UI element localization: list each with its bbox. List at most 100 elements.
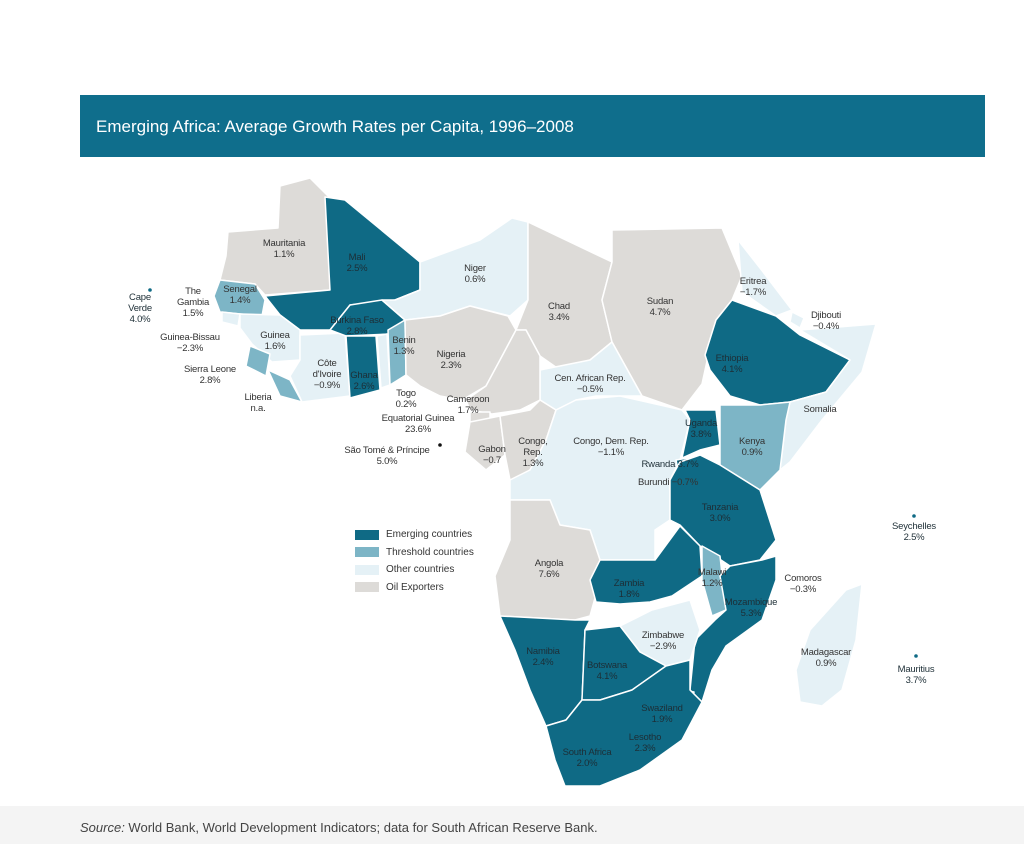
label-swaziland: Swaziland 1.9% [641, 703, 683, 725]
country-name: Ethiopia [715, 353, 749, 364]
growth-value: 1.5% [182, 308, 204, 319]
growth-value: 2.4% [532, 657, 554, 668]
legend-item-oil: Oil Exporters [355, 579, 474, 597]
label-mauritius: Mauritius 3.7% [898, 664, 935, 686]
legend-label: Threshold countries [386, 546, 474, 558]
label-mauritania: Mauritania 1.1% [262, 238, 306, 260]
growth-value: 2.3% [634, 743, 656, 754]
growth-value: 0.2% [395, 399, 417, 410]
legend-swatch [355, 529, 379, 540]
title-bar: Emerging Africa: Average Growth Rates pe… [80, 95, 985, 157]
growth-value: 2.5% [903, 532, 925, 543]
footer: Source: World Bank, World Development In… [0, 806, 1024, 844]
label-mozambique: Mozambique 5.3% [724, 597, 778, 619]
country-name: Lesotho [628, 732, 662, 743]
growth-value: 1.8% [618, 589, 640, 600]
legend-item-threshold: Threshold countries [355, 544, 474, 562]
label-congo-rep: Congo, Rep. 1.3% [518, 436, 548, 469]
growth-value: 2.8% [346, 326, 368, 337]
country-uganda [681, 409, 721, 459]
growth-value: −0.5% [576, 384, 604, 395]
legend-item-other: Other countries [355, 561, 474, 579]
country-name: Cen. African Rep. [554, 373, 626, 384]
country-sierra-leone [245, 345, 271, 377]
country-name: Equatorial Guinea [381, 413, 455, 424]
growth-value: 1.2% [701, 578, 723, 589]
country-name: Gabon [478, 444, 506, 455]
label-mali: Mali 2.5% [347, 252, 368, 274]
label-guinea: Guinea 1.6% [260, 330, 290, 352]
country-name: Comoros [784, 573, 822, 584]
country-name: Zimbabwe [641, 630, 685, 641]
label-djibouti: Djibouti −0.4% [811, 310, 841, 332]
label-lesotho: Lesotho 2.3% [628, 732, 662, 754]
legend-swatch [355, 547, 379, 558]
country-name: Benin [392, 335, 416, 346]
source-note: Source: World Bank, World Development In… [80, 820, 598, 835]
growth-value: 0.9% [815, 658, 837, 669]
country-name: Djibouti [810, 310, 842, 321]
growth-value: 5.3% [740, 608, 762, 619]
growth-value: 2.0% [576, 758, 598, 769]
country-guinea [239, 313, 301, 363]
growth-value: 4.1% [721, 364, 743, 375]
country-name: Somalia [803, 404, 837, 415]
country-cameroon [465, 329, 541, 415]
label-madagascar: Madagascar 0.9% [801, 647, 851, 669]
country-name: São Tomé & Príncipe [344, 445, 430, 456]
legend-label: Oil Exporters [386, 581, 444, 593]
country-name: Ghana [350, 370, 378, 381]
growth-value: 2.3% [440, 360, 462, 371]
growth-value: 2.6% [353, 381, 375, 392]
growth-value: 3.7% [905, 675, 927, 686]
country-name: Mauritius [897, 664, 935, 675]
label-zambia: Zambia 1.8% [614, 578, 645, 600]
figure-title: Emerging Africa: Average Growth Rates pe… [96, 117, 574, 136]
growth-value: −0.3% [789, 584, 817, 595]
growth-value: 3.0% [709, 513, 731, 524]
growth-value: −1.7% [739, 287, 767, 298]
country-cape-verde [148, 288, 152, 292]
country-name: Mauritania [262, 238, 306, 249]
label-south-africa: South Africa 2.0% [563, 747, 612, 769]
label-uganda: Uganda 3.8% [685, 418, 717, 440]
label-benin: Benin 1.3% [392, 335, 416, 357]
growth-value: 3.8% [690, 429, 712, 440]
growth-value: 3.4% [548, 312, 570, 323]
label-nigeria: Nigeria 2.3% [437, 349, 466, 371]
label-seychelles: Seychelles 2.5% [892, 521, 936, 543]
country-mozambique [689, 555, 777, 703]
country-zambia [589, 525, 703, 605]
country-name: Eritrea [739, 276, 767, 287]
label-namibia: Namibia 2.4% [526, 646, 560, 668]
source-label: Source: [80, 820, 125, 835]
label-ghana: Ghana 2.6% [350, 370, 378, 392]
country-name: Sudan [646, 296, 674, 307]
country-name: Mozambique [724, 597, 778, 608]
country-eritrea [737, 239, 793, 317]
country-name: Cameroon [446, 394, 490, 405]
label-the-gambia: The Gambia 1.5% [177, 286, 209, 319]
label-cape-verde: Cape Verde 4.0% [128, 292, 152, 325]
growth-value: 2.5% [346, 263, 368, 274]
country-name: Cape Verde [128, 292, 152, 314]
growth-value: 23.6% [405, 424, 431, 435]
country-name: Malawi [697, 567, 727, 578]
legend: Emerging countries Threshold countries O… [355, 526, 474, 596]
growth-value: 3.7% [677, 459, 699, 470]
country-name: Niger [464, 263, 486, 274]
label-cen-african-rep: Cen. African Rep. −0.5% [554, 373, 625, 395]
legend-swatch [355, 564, 379, 575]
growth-value: 4.7% [649, 307, 671, 318]
growth-value: −2.3% [176, 343, 204, 354]
label-c-te-d-ivoire: Côte d'Ivoire −0.9% [313, 358, 342, 391]
source-text: World Bank, World Development Indicators… [124, 820, 598, 835]
country-mauritius [914, 654, 918, 658]
legend-swatch [355, 582, 379, 593]
country-name: Burkina Faso [330, 315, 384, 326]
growth-value: n.a. [250, 403, 266, 414]
label-togo: Togo 0.2% [396, 388, 417, 410]
country-name: Rwanda [641, 459, 676, 470]
label-guinea-bissau: Guinea-Bissau −2.3% [160, 332, 220, 354]
